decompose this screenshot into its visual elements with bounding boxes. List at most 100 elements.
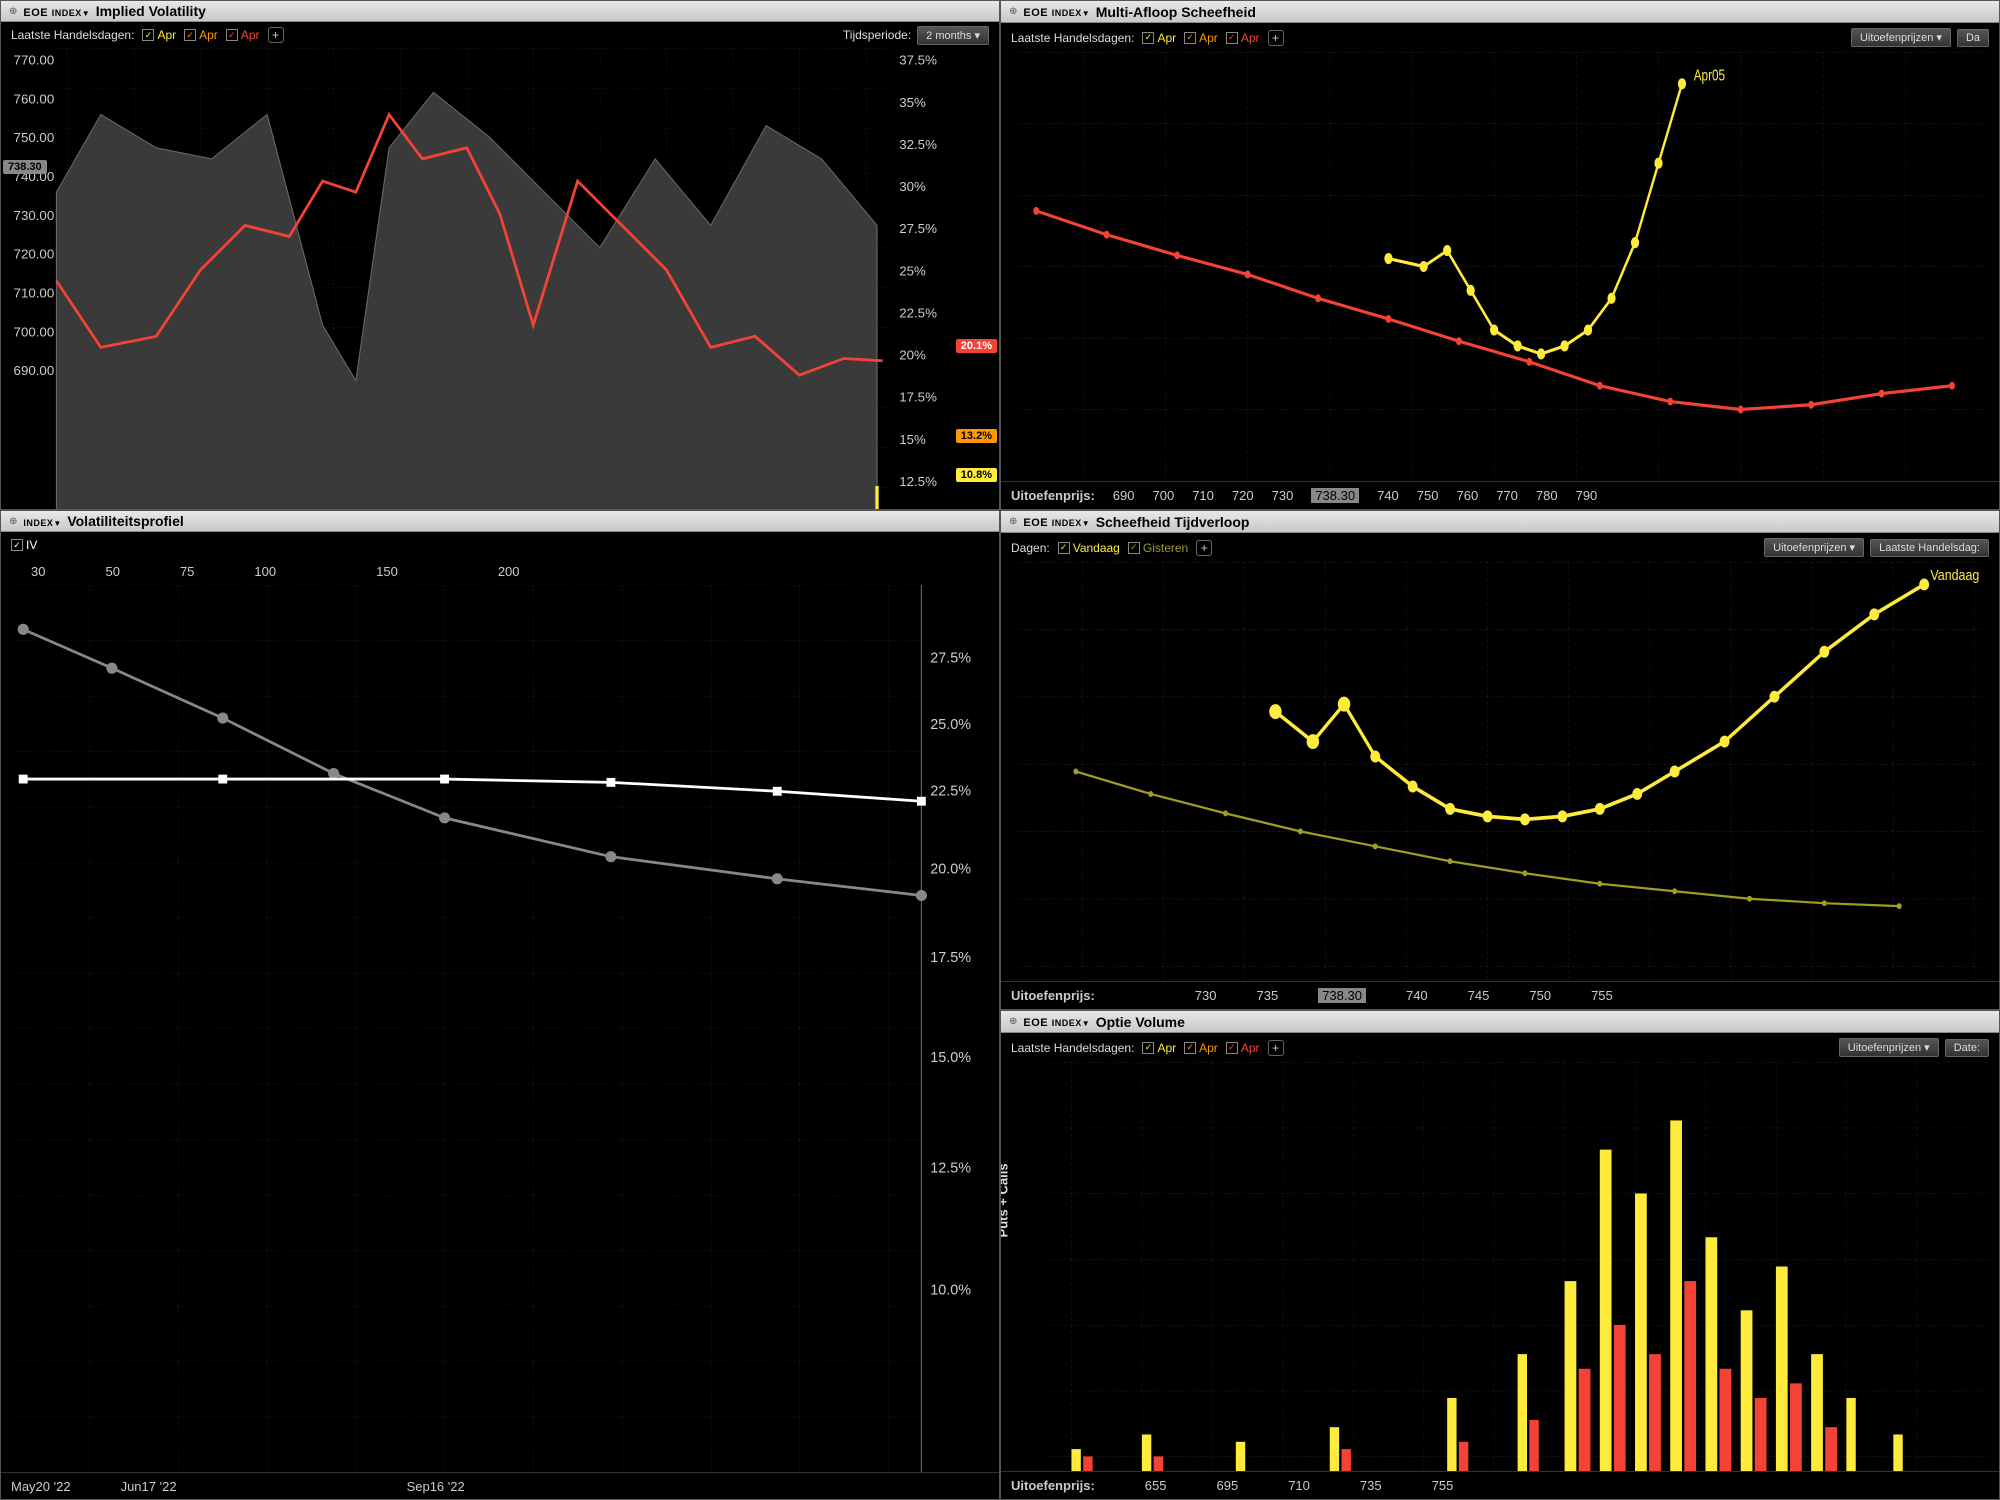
svg-text:17.5%: 17.5%: [930, 950, 971, 966]
expand-icon[interactable]: ⊕: [9, 6, 17, 17]
series-toggle-1[interactable]: Apr: [1142, 1041, 1176, 1055]
svg-text:20.0%: 20.0%: [930, 861, 971, 877]
series-toggle-3[interactable]: Apr: [226, 28, 260, 42]
chart-area[interactable]: Puts + Calls: [1001, 1062, 1999, 1471]
legend-prefix: Laatste Handelsdagen:: [11, 28, 134, 42]
svg-text:10.0%: 10.0%: [930, 1283, 971, 1299]
svg-text:690.00: 690.00: [14, 363, 55, 378]
panel-header: ⊕ EOE INDEX▼ Optie Volume: [1001, 1011, 1999, 1033]
svg-text:27.5%: 27.5%: [899, 221, 937, 236]
red-value-badge: 20.1%: [956, 339, 997, 353]
svg-text:25%: 25%: [899, 263, 926, 278]
index-label[interactable]: EOE INDEX▼: [1023, 1014, 1089, 1029]
x-axis-bottom: May20 '22 Jun17 '22 Sep16 '22: [1, 1472, 999, 1500]
panel-header: ⊕ INDEX▼ Volatiliteitsprofiel: [1, 511, 999, 532]
x-axis-top: 3050 75100 150200: [1, 558, 999, 585]
date-dropdown[interactable]: Da: [1957, 29, 1989, 47]
svg-text:720.00: 720.00: [14, 247, 55, 262]
series-toggle-2[interactable]: Apr: [184, 28, 218, 42]
current-price-badge: 738.30: [3, 160, 47, 174]
svg-text:32.5%: 32.5%: [899, 137, 937, 152]
svg-text:750.00: 750.00: [14, 130, 55, 145]
svg-text:37.5%: 37.5%: [899, 53, 937, 68]
strikes-dropdown[interactable]: Uitoefenprijzen ▾: [1839, 1038, 1939, 1057]
expand-icon[interactable]: ⊕: [1009, 1016, 1017, 1027]
expand-icon[interactable]: ⊕: [1009, 6, 1017, 17]
expand-icon[interactable]: ⊕: [1009, 516, 1017, 527]
panel-header: ⊕ EOE INDEX▼ Multi-Afloop Scheefheid: [1001, 1, 1999, 23]
series-toggle-iv[interactable]: IV: [11, 538, 37, 552]
series-toggle-3[interactable]: Apr: [1226, 1041, 1260, 1055]
series-toggle-1[interactable]: Apr: [1142, 31, 1176, 45]
strikes-dropdown[interactable]: Uitoefenprijzen ▾: [1851, 28, 1951, 47]
svg-text:Apr05: Apr05: [1694, 66, 1725, 84]
svg-text:710.00: 710.00: [14, 285, 55, 300]
svg-text:35%: 35%: [899, 95, 926, 110]
x-axis: Uitoefenprijs: 690700710 720730 738.30 7…: [1001, 481, 1999, 509]
strikes-dropdown[interactable]: Uitoefenprijzen ▾: [1764, 538, 1864, 557]
svg-text:12.5%: 12.5%: [899, 474, 937, 489]
add-series-button[interactable]: +: [1268, 30, 1284, 46]
svg-text:15.0%: 15.0%: [930, 1050, 971, 1066]
svg-text:25.0%: 25.0%: [930, 717, 971, 733]
add-series-button[interactable]: +: [1268, 1040, 1284, 1056]
orange-value-badge: 13.2%: [956, 429, 997, 443]
chart-area[interactable]: Apr05: [1001, 52, 1999, 481]
period-label: Tijdsperiode:: [843, 28, 911, 42]
panel-implied-volatility: ⊕ EOE INDEX▼ Implied Volatility Laatste …: [0, 0, 1000, 510]
index-label[interactable]: EOE INDEX▼: [1023, 4, 1089, 19]
date-dropdown[interactable]: Date:: [1945, 1039, 1989, 1057]
panel-title: Optie Volume: [1096, 1014, 1185, 1030]
svg-text:20%: 20%: [899, 348, 926, 363]
current-strike: 738.30: [1311, 488, 1359, 503]
series-toggle-3[interactable]: Apr: [1226, 31, 1260, 45]
series-toggle-1[interactable]: Apr: [142, 28, 176, 42]
panel-title: Scheefheid Tijdverloop: [1096, 514, 1250, 530]
svg-text:15%: 15%: [899, 432, 926, 447]
period-dropdown[interactable]: 2 months ▾: [917, 26, 989, 45]
legend-prefix: Laatste Handelsdagen:: [1011, 31, 1134, 45]
series-toggle-2[interactable]: Apr: [1184, 31, 1218, 45]
index-label[interactable]: EOE INDEX▼: [1023, 514, 1089, 529]
chart-area[interactable]: 770.00760.00750.00 740.00730.00720.00 71…: [1, 48, 999, 510]
panel-controls: IV: [1, 532, 999, 558]
series-toggle-2[interactable]: Apr: [1184, 1041, 1218, 1055]
current-strike: 738.30: [1318, 988, 1366, 1003]
svg-text:760.00: 760.00: [14, 91, 55, 106]
svg-text:30%: 30%: [899, 179, 926, 194]
svg-text:770.00: 770.00: [14, 53, 55, 68]
series-gisteren[interactable]: Gisteren: [1128, 541, 1188, 555]
yellow-value-badge: 10.8%: [956, 468, 997, 482]
panel-title: Multi-Afloop Scheefheid: [1096, 4, 1256, 20]
index-dropdown[interactable]: INDEX▼: [23, 514, 61, 529]
panel-controls: Laatste Handelsdagen: Apr Apr Apr + Tijd…: [1, 22, 999, 48]
panel-title: Implied Volatility: [96, 3, 206, 19]
svg-text:12.5%: 12.5%: [930, 1161, 971, 1177]
dashboard-grid: ⊕ EOE INDEX▼ Implied Volatility Laatste …: [0, 0, 2000, 1500]
panel-controls: Dagen: Vandaag Gisteren + Uitoefenprijze…: [1001, 533, 1999, 562]
series-vandaag[interactable]: Vandaag: [1058, 541, 1120, 555]
chart-area[interactable]: Vandaag: [1001, 562, 1999, 981]
svg-text:730.00: 730.00: [14, 208, 55, 223]
panel-multi-afloop-scheefheid: ⊕ EOE INDEX▼ Multi-Afloop Scheefheid Laa…: [1000, 0, 2000, 510]
panel-optie-volume: ⊕ EOE INDEX▼ Optie Volume Laatste Handel…: [1000, 1010, 2000, 1500]
add-series-button[interactable]: +: [1196, 540, 1212, 556]
legend-prefix: Laatste Handelsdagen:: [1011, 1041, 1134, 1055]
y-axis-label: Puts + Calls: [1000, 1163, 1011, 1237]
svg-text:22.5%: 22.5%: [899, 305, 937, 320]
svg-text:700.00: 700.00: [14, 324, 55, 339]
svg-text:17.5%: 17.5%: [899, 390, 937, 405]
lhd-dropdown[interactable]: Laatste Handelsdag:: [1870, 539, 1989, 557]
chart-area[interactable]: 27.5% 25.0% 22.5% 20.0% 17.5% 15.0% 12.5% 10.…: [1, 585, 999, 1472]
svg-text:22.5%: 22.5%: [930, 784, 971, 800]
dagen-label: Dagen:: [1011, 541, 1050, 555]
expand-icon[interactable]: ⊕: [9, 516, 17, 527]
index-label[interactable]: EOE INDEX▼: [23, 4, 89, 19]
add-series-button[interactable]: +: [268, 27, 284, 43]
x-axis: Uitoefenprijs: 655695 710735 755: [1001, 1471, 1999, 1499]
panel-header: ⊕ EOE INDEX▼ Implied Volatility: [1, 1, 999, 22]
x-axis: Uitoefenprijs: 730735 738.30 740745 7507…: [1001, 981, 1999, 1009]
panel-controls: Laatste Handelsdagen: Apr Apr Apr + Uito…: [1001, 23, 1999, 52]
panel-scheefheid-tijdverloop: ⊕ EOE INDEX▼ Scheefheid Tijdverloop Dage…: [1000, 510, 2000, 1010]
svg-text:27.5%: 27.5%: [930, 651, 971, 667]
